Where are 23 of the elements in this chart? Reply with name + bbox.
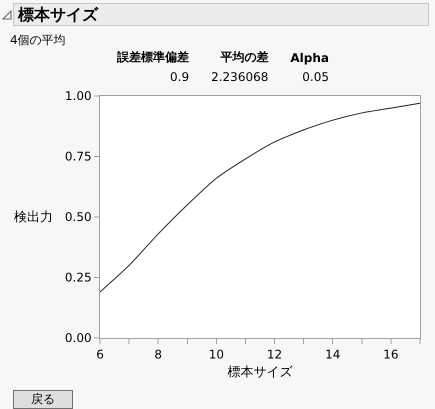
x-tick-label: 6: [96, 347, 104, 362]
chart-subtitle: 4個の平均: [10, 32, 66, 49]
x-tick-label: 12: [266, 347, 282, 362]
y-tick-label: 0.75: [64, 150, 92, 164]
y-tick-label: 0.00: [64, 331, 92, 346]
y-tick-label: 0.50: [64, 210, 92, 224]
x-tick-label: 10: [208, 347, 224, 362]
button[interactable]: 戻る: [13, 390, 73, 409]
text: 平均の差: [219, 49, 268, 66]
line-series: [100, 102, 420, 293]
x-tick-label: 8: [154, 347, 162, 362]
y-tick-label: 1.00: [64, 89, 92, 104]
x-tick-label: 14: [325, 347, 340, 362]
y-tick-label: 0.25: [64, 270, 92, 285]
text: 0.9: [169, 69, 190, 86]
text: 誤差標準偏差: [116, 49, 190, 66]
y-axis-title: 検出力: [14, 210, 53, 225]
chart-title: 標本サイズ: [18, 5, 98, 26]
text: 0.05: [301, 69, 329, 86]
text: 2.236068: [210, 69, 268, 86]
x-tick-label: 16: [383, 347, 399, 362]
text: Alpha: [289, 50, 329, 66]
x-axis-title: 標本サイズ: [228, 365, 294, 380]
